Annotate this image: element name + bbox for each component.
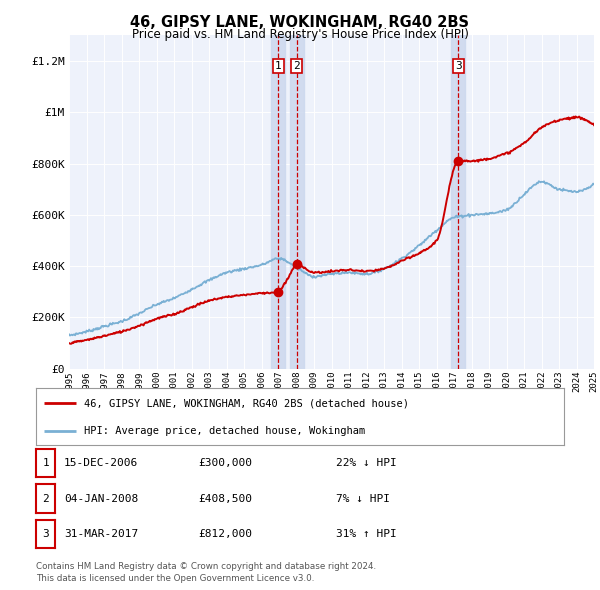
- Text: 46, GIPSY LANE, WOKINGHAM, RG40 2BS (detached house): 46, GIPSY LANE, WOKINGHAM, RG40 2BS (det…: [83, 398, 409, 408]
- Text: Price paid vs. HM Land Registry's House Price Index (HPI): Price paid vs. HM Land Registry's House …: [131, 28, 469, 41]
- Text: £408,500: £408,500: [198, 494, 252, 503]
- Text: 7% ↓ HPI: 7% ↓ HPI: [336, 494, 390, 503]
- Text: 31-MAR-2017: 31-MAR-2017: [64, 529, 139, 539]
- Text: 31% ↑ HPI: 31% ↑ HPI: [336, 529, 397, 539]
- Text: £812,000: £812,000: [198, 529, 252, 539]
- Bar: [290, 35, 304, 369]
- Text: 2: 2: [293, 61, 300, 71]
- Text: 22% ↓ HPI: 22% ↓ HPI: [336, 458, 397, 468]
- Text: £300,000: £300,000: [198, 458, 252, 468]
- Text: Contains HM Land Registry data © Crown copyright and database right 2024.
This d: Contains HM Land Registry data © Crown c…: [36, 562, 376, 583]
- Bar: [271, 35, 285, 369]
- Bar: [451, 35, 466, 369]
- Text: 15-DEC-2006: 15-DEC-2006: [64, 458, 139, 468]
- Text: 46, GIPSY LANE, WOKINGHAM, RG40 2BS: 46, GIPSY LANE, WOKINGHAM, RG40 2BS: [131, 15, 470, 30]
- Text: 1: 1: [42, 458, 49, 468]
- Text: 3: 3: [455, 61, 462, 71]
- Text: 1: 1: [275, 61, 281, 71]
- Text: HPI: Average price, detached house, Wokingham: HPI: Average price, detached house, Woki…: [83, 426, 365, 436]
- Text: 3: 3: [42, 529, 49, 539]
- Text: 2: 2: [42, 494, 49, 503]
- Text: 04-JAN-2008: 04-JAN-2008: [64, 494, 139, 503]
